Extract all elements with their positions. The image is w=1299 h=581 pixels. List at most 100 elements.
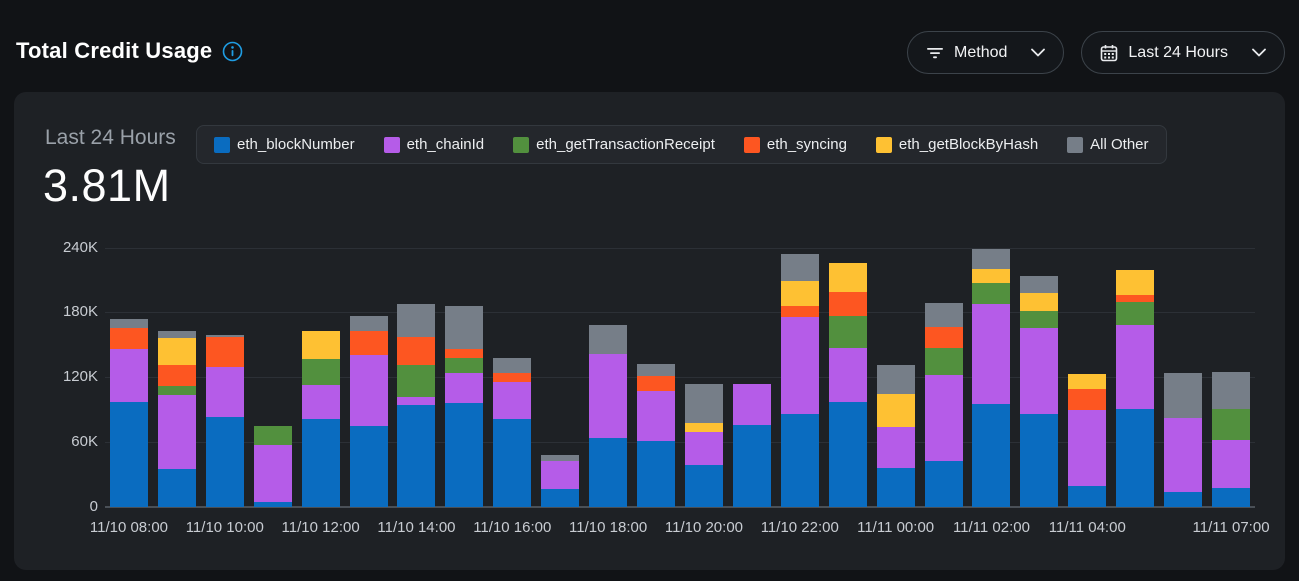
bar-segment[interactable] — [301, 358, 340, 385]
bar-segment[interactable] — [157, 394, 196, 470]
bar-segment[interactable] — [732, 424, 771, 507]
bar-segment[interactable] — [157, 469, 196, 507]
bar-segment[interactable] — [780, 414, 819, 507]
bar-segment[interactable] — [876, 468, 915, 507]
bar-segment[interactable] — [109, 327, 148, 350]
bar-segment[interactable] — [1020, 327, 1059, 415]
info-icon[interactable] — [222, 41, 243, 62]
bar-segment[interactable] — [397, 365, 436, 397]
legend-item[interactable]: All Other — [1067, 136, 1149, 153]
bar-segment[interactable] — [780, 306, 819, 317]
bar-segment[interactable] — [1116, 301, 1155, 326]
bar-segment[interactable] — [205, 417, 244, 507]
bar-segment[interactable] — [1212, 487, 1251, 507]
bar-segment[interactable] — [493, 419, 532, 507]
bar-segment[interactable] — [397, 405, 436, 507]
legend-item[interactable]: eth_getBlockByHash — [875, 136, 1038, 153]
bar-segment[interactable] — [924, 302, 963, 327]
bar-segment[interactable] — [541, 460, 580, 489]
bar-segment[interactable] — [349, 330, 388, 355]
bar-segment[interactable] — [684, 383, 723, 423]
bar-segment[interactable] — [1020, 414, 1059, 507]
legend-item[interactable]: eth_blockNumber — [214, 136, 355, 153]
bar-segment[interactable] — [828, 315, 867, 349]
bar-segment[interactable] — [349, 425, 388, 507]
method-filter-dropdown[interactable]: Method — [907, 31, 1065, 74]
bar-segment[interactable] — [972, 248, 1011, 270]
bar-segment[interactable] — [972, 303, 1011, 405]
bar-segment[interactable] — [253, 445, 292, 502]
bar-segment[interactable] — [349, 315, 388, 331]
bar-segment[interactable] — [397, 396, 436, 406]
bar-segment[interactable] — [589, 437, 628, 507]
bar-segment[interactable] — [493, 357, 532, 373]
bar-segment[interactable] — [493, 373, 532, 382]
legend-item[interactable]: eth_getTransactionReceipt — [513, 136, 715, 153]
bar-segment[interactable] — [205, 366, 244, 418]
bar-segment[interactable] — [1212, 440, 1251, 488]
bar-segment[interactable] — [1020, 293, 1059, 312]
bar-segment[interactable] — [205, 337, 244, 367]
bar-segment[interactable] — [1164, 373, 1203, 419]
bar-segment[interactable] — [589, 325, 628, 354]
bar-segment[interactable] — [109, 318, 148, 328]
bar-segment[interactable] — [1068, 486, 1107, 507]
bar-segment[interactable] — [541, 488, 580, 507]
bar-segment[interactable] — [445, 373, 484, 404]
bar-segment[interactable] — [397, 337, 436, 366]
bar-segment[interactable] — [397, 303, 436, 338]
bar-segment[interactable] — [109, 349, 148, 403]
bar-segment[interactable] — [541, 455, 580, 461]
bar-segment[interactable] — [876, 393, 915, 428]
bar-segment[interactable] — [445, 357, 484, 373]
bar-segment[interactable] — [876, 365, 915, 394]
bar-segment[interactable] — [349, 354, 388, 426]
bar-segment[interactable] — [1212, 408, 1251, 440]
bar-segment[interactable] — [301, 419, 340, 507]
bar-segment[interactable] — [780, 281, 819, 306]
bar-segment[interactable] — [924, 326, 963, 349]
bar-segment[interactable] — [109, 402, 148, 507]
bar-segment[interactable] — [205, 335, 244, 338]
bar-segment[interactable] — [637, 364, 676, 377]
bar-segment[interactable] — [445, 306, 484, 350]
bar-segment[interactable] — [828, 348, 867, 403]
bar-segment[interactable] — [157, 330, 196, 339]
bar-segment[interactable] — [637, 376, 676, 392]
bar-segment[interactable] — [684, 464, 723, 507]
bar-segment[interactable] — [301, 384, 340, 420]
bar-segment[interactable] — [924, 375, 963, 461]
bar-segment[interactable] — [876, 427, 915, 469]
bar-segment[interactable] — [780, 254, 819, 282]
bar-segment[interactable] — [1116, 408, 1155, 507]
bar-segment[interactable] — [924, 460, 963, 507]
bar-segment[interactable] — [828, 402, 867, 507]
bar-segment[interactable] — [972, 404, 1011, 507]
bar-segment[interactable] — [157, 338, 196, 366]
bar-segment[interactable] — [828, 291, 867, 316]
bar-segment[interactable] — [445, 403, 484, 507]
bar-segment[interactable] — [972, 283, 1011, 304]
bar-segment[interactable] — [1068, 374, 1107, 390]
bar-segment[interactable] — [684, 422, 723, 433]
bar-segment[interactable] — [732, 383, 771, 425]
bar-segment[interactable] — [493, 381, 532, 420]
bar-segment[interactable] — [780, 316, 819, 415]
bar-segment[interactable] — [637, 441, 676, 507]
bar-segment[interactable] — [972, 269, 1011, 284]
bar-segment[interactable] — [1068, 409, 1107, 487]
bar-segment[interactable] — [445, 349, 484, 358]
bar-segment[interactable] — [1116, 295, 1155, 302]
bar-segment[interactable] — [637, 391, 676, 442]
bar-segment[interactable] — [253, 501, 292, 507]
bar-segment[interactable] — [1116, 325, 1155, 409]
bar-segment[interactable] — [301, 330, 340, 359]
legend-item[interactable]: eth_chainId — [383, 136, 484, 153]
bar-segment[interactable] — [1068, 389, 1107, 410]
bar-segment[interactable] — [1020, 311, 1059, 328]
bar-segment[interactable] — [1116, 270, 1155, 296]
bar-segment[interactable] — [1212, 371, 1251, 409]
time-range-dropdown[interactable]: Last 24 Hours — [1081, 31, 1285, 74]
legend-item[interactable]: eth_syncing — [743, 136, 847, 153]
bar-segment[interactable] — [157, 385, 196, 395]
